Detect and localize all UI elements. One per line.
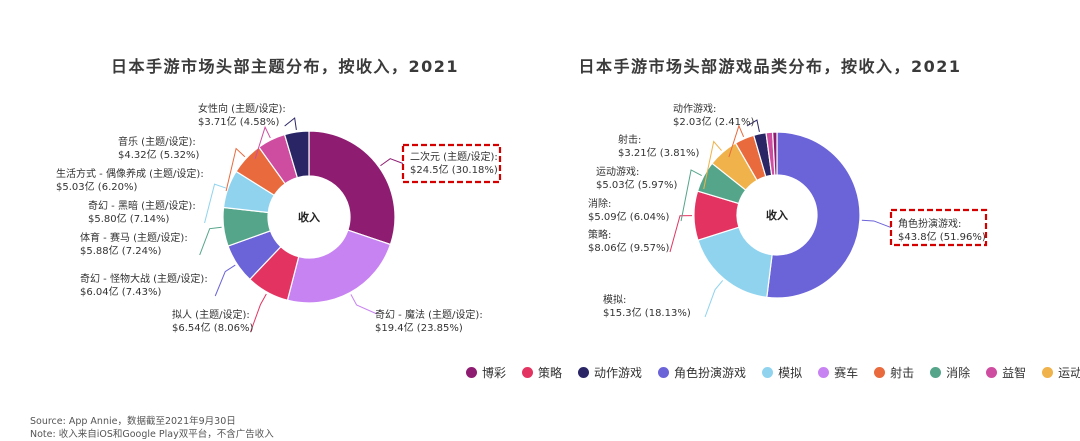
legend-item: 动作游戏 xyxy=(578,364,642,381)
slice-label-0-7: 音乐 (主题/设定): xyxy=(118,135,196,148)
legend-swatch xyxy=(818,367,830,378)
slice-value-0-6: $5.03亿 (6.20%) xyxy=(56,180,137,193)
revenue-note: Note: 收入来自iOS和Google Play双平台，不含广告收入 xyxy=(30,429,274,440)
slice-value-0-2: $6.54亿 (8.06%) xyxy=(172,321,253,334)
slice-value-0-4: $5.88亿 (7.24%) xyxy=(80,244,161,257)
donut-slice-0-8 xyxy=(283,130,310,179)
legend-label: 博彩 xyxy=(482,366,507,380)
legend-swatch xyxy=(1042,367,1054,378)
legend-item: 运动游戏 xyxy=(1042,364,1080,381)
donut-slice-1-0 xyxy=(766,131,861,299)
leader-line-1-5 xyxy=(728,124,745,158)
chart-title-theme: 日本手游市场头部主题分布，按收入，2021 xyxy=(110,57,460,76)
leader-line-1-1 xyxy=(704,280,724,318)
legend: 博彩 策略 动作游戏 角色扮演游戏 模拟 赛车 射击 消除 益智 运动游戏 xyxy=(466,364,1080,381)
leader-line-0-4 xyxy=(199,226,222,256)
slice-value-1-2: $8.06亿 (9.57%) xyxy=(588,241,669,254)
legend-swatch xyxy=(658,367,670,378)
legend-item: 博彩 xyxy=(466,364,506,381)
slice-value-0-5: $5.80亿 (7.14%) xyxy=(88,212,169,225)
leader-line-0-2 xyxy=(250,293,267,333)
slice-value-1-4: $5.03亿 (5.97%) xyxy=(596,178,677,191)
donut-slice-0-0 xyxy=(308,130,396,246)
slice-label-0-0: 二次元 (主题/设定): xyxy=(410,150,498,163)
slice-label-1-3: 消除: xyxy=(588,197,611,210)
slice-label-1-1: 模拟: xyxy=(603,293,626,306)
leader-line-1-2 xyxy=(669,215,693,253)
donut-slice-0-1 xyxy=(286,229,392,304)
legend-item: 角色扮演游戏 xyxy=(658,364,746,381)
legend-item: 射击 xyxy=(874,364,914,381)
highlight-box xyxy=(889,208,988,247)
slice-value-1-1: $15.3亿 (18.13%) xyxy=(603,306,691,319)
slice-label-0-5: 奇幻 - 黑暗 (主题/设定): xyxy=(88,199,196,212)
legend-label: 益智 xyxy=(1002,366,1027,380)
donut-center-label-1: 收入 xyxy=(766,208,788,222)
legend-item: 赛车 xyxy=(818,364,858,381)
slice-label-1-0: 角色扮演游戏: xyxy=(898,217,961,230)
slice-label-0-2: 拟人 (主题/设定): xyxy=(172,308,250,321)
legend-item: 模拟 xyxy=(762,364,802,381)
slice-label-0-3: 奇幻 - 怪物大战 (主题/设定): xyxy=(80,272,208,285)
leader-line-0-0 xyxy=(380,158,404,167)
legend-label: 动作游戏 xyxy=(594,366,643,380)
legend-label: 角色扮演游戏 xyxy=(674,366,747,380)
legend-swatch xyxy=(930,367,942,378)
highlight-box xyxy=(401,143,502,184)
slice-value-0-0: $24.5亿 (30.18%) xyxy=(410,163,498,176)
slice-label-0-6: 生活方式 - 偶像养成 (主题/设定): xyxy=(56,167,204,180)
leader-line-0-3 xyxy=(214,264,236,297)
slice-value-0-3: $6.04亿 (7.43%) xyxy=(80,285,161,298)
legend-item: 消除 xyxy=(930,364,970,381)
source-note: Source: App Annie，数据截至2021年9月30日 xyxy=(30,416,236,427)
chart-title-genre: 日本手游市场头部游戏品类分布，按收入，2021 xyxy=(578,57,962,76)
slice-value-0-7: $4.32亿 (5.32%) xyxy=(118,148,199,161)
legend-label: 模拟 xyxy=(778,366,803,380)
legend-swatch xyxy=(874,367,886,378)
slice-value-1-3: $5.09亿 (6.04%) xyxy=(588,210,669,223)
donut-center-label-0: 收入 xyxy=(298,210,320,224)
legend-item: 策略 xyxy=(522,364,562,381)
slice-label-1-6: 动作游戏: xyxy=(673,102,716,115)
legend-item: 益智 xyxy=(986,364,1026,381)
legend-label: 策略 xyxy=(538,366,563,380)
slice-value-0-1: $19.4亿 (23.85%) xyxy=(375,321,463,334)
leader-line-1-0 xyxy=(861,219,892,228)
legend-swatch xyxy=(522,367,534,378)
donut-slice-1-1 xyxy=(697,226,773,299)
slice-label-0-4: 体育 - 赛马 (主题/设定): xyxy=(80,231,188,244)
legend-label: 运动游戏 xyxy=(1058,366,1080,380)
slice-label-1-5: 射击: xyxy=(618,134,641,146)
legend-label: 射击 xyxy=(890,366,915,380)
leader-line-0-8 xyxy=(284,117,297,130)
leader-line-0-7 xyxy=(254,125,271,160)
donut-slice-1-8 xyxy=(771,131,778,176)
slice-label-0-8: 女性向 (主题/设定): xyxy=(198,102,286,115)
slice-label-1-2: 策略: xyxy=(588,228,611,241)
legend-swatch xyxy=(986,367,998,378)
leader-line-1-4 xyxy=(703,140,722,190)
leader-line-0-1 xyxy=(350,294,378,315)
leader-line-1-3 xyxy=(680,169,702,222)
leader-line-0-5 xyxy=(204,183,227,224)
leader-line-0-6 xyxy=(225,147,246,192)
legend-swatch xyxy=(762,367,774,378)
legend-swatch xyxy=(578,367,590,378)
legend-label: 赛车 xyxy=(834,366,859,380)
slice-value-0-8: $3.71亿 (4.58%) xyxy=(198,115,279,128)
leader-line-1-6 xyxy=(746,119,760,132)
slice-value-1-6: $2.03亿 (2.41%) xyxy=(673,115,754,128)
slice-value-1-5: $3.21亿 (3.81%) xyxy=(618,146,699,159)
slice-value-1-0: $43.8亿 (51.96%) xyxy=(898,230,986,243)
slice-label-1-4: 运动游戏: xyxy=(596,165,639,178)
legend-swatch xyxy=(466,367,477,378)
slice-label-0-1: 奇幻 - 魔法 (主题/设定): xyxy=(375,308,483,321)
legend-label: 消除 xyxy=(946,366,971,380)
